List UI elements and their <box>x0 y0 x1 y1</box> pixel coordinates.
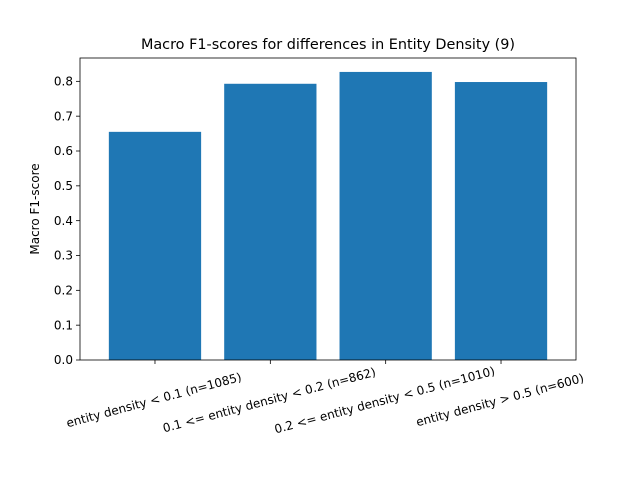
axes-frame <box>79 57 577 361</box>
y-tick-label: 0.1 <box>54 318 73 332</box>
y-tick-label: 0.8 <box>54 75 73 89</box>
y-tick-label: 0.0 <box>54 353 73 367</box>
bar-1 <box>108 131 202 360</box>
bar-4 <box>454 82 548 360</box>
y-tick-label: 0.5 <box>54 179 73 193</box>
bar-2 <box>224 83 317 360</box>
bar-3 <box>339 71 432 361</box>
y-tick-label: 0.4 <box>54 214 73 228</box>
chart-title: Macro F1-scores for differences in Entit… <box>141 37 515 53</box>
y-tick-label: 0.6 <box>54 144 73 158</box>
y-tick-label: 0.7 <box>54 109 73 123</box>
y-axis-label: Macro F1-score <box>28 163 42 254</box>
y-tick-label: 0.3 <box>54 249 73 263</box>
y-tick-label: 0.2 <box>54 284 73 298</box>
